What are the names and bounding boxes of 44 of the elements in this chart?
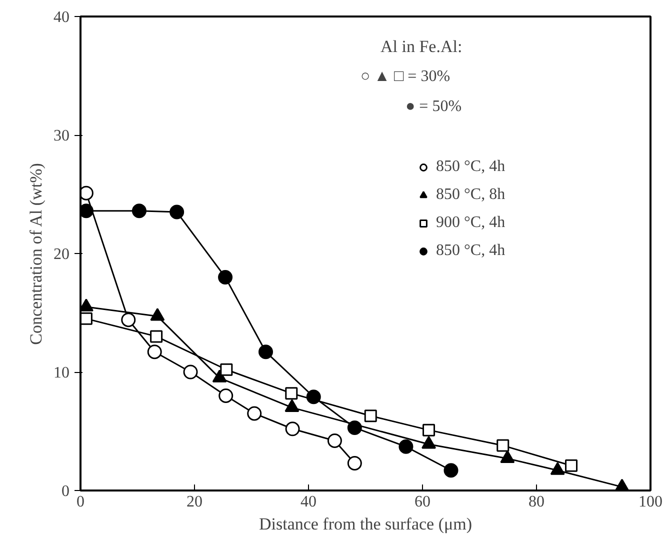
point	[347, 420, 362, 435]
point	[80, 312, 92, 325]
point	[496, 439, 510, 452]
x-axis-title: Distance from the surface (μm)	[258, 514, 472, 534]
point	[306, 390, 321, 404]
point	[150, 330, 163, 343]
point	[327, 433, 342, 448]
annotation: ○ ▲ □ = 30%	[360, 68, 450, 85]
y-tick-label: 40	[54, 9, 70, 26]
point	[347, 456, 362, 470]
legend-title: Al in Fe.Al:	[380, 37, 462, 56]
x-tick-label: 40	[300, 494, 316, 510]
legend-label: 850 °C, 8h	[436, 186, 506, 204]
point	[147, 344, 162, 360]
y-tick-label: 0	[62, 483, 70, 500]
point	[444, 463, 458, 478]
point	[422, 424, 436, 436]
y-tick-label: 30	[54, 128, 70, 144]
point	[218, 270, 233, 284]
annotation: ● = 50%	[406, 98, 462, 115]
legend-label: 850 °C, 4h	[436, 158, 506, 176]
x-tick-label: 100	[638, 494, 662, 510]
x-tick-label: 0	[76, 494, 84, 510]
x-tick-label: 80	[528, 494, 544, 510]
point	[218, 388, 234, 403]
point	[258, 344, 273, 360]
point	[220, 363, 233, 376]
point	[121, 312, 136, 328]
legend-label: 850 °C, 4h	[436, 242, 506, 260]
legend-label: 900 °C, 4h	[436, 214, 506, 232]
y-tick-label: 20	[54, 246, 70, 263]
point	[170, 204, 184, 220]
point	[132, 204, 146, 218]
point	[398, 439, 414, 454]
y-tick-label: 10	[54, 364, 70, 382]
y-axis-title: Concentration of Al (wt%)	[26, 163, 46, 345]
point	[565, 459, 578, 472]
point	[285, 422, 300, 436]
x-tick-label: 20	[186, 494, 202, 510]
x-tick-label: 60	[414, 494, 430, 510]
point	[364, 410, 377, 422]
point	[183, 364, 198, 380]
point	[247, 406, 262, 421]
point	[285, 387, 298, 400]
